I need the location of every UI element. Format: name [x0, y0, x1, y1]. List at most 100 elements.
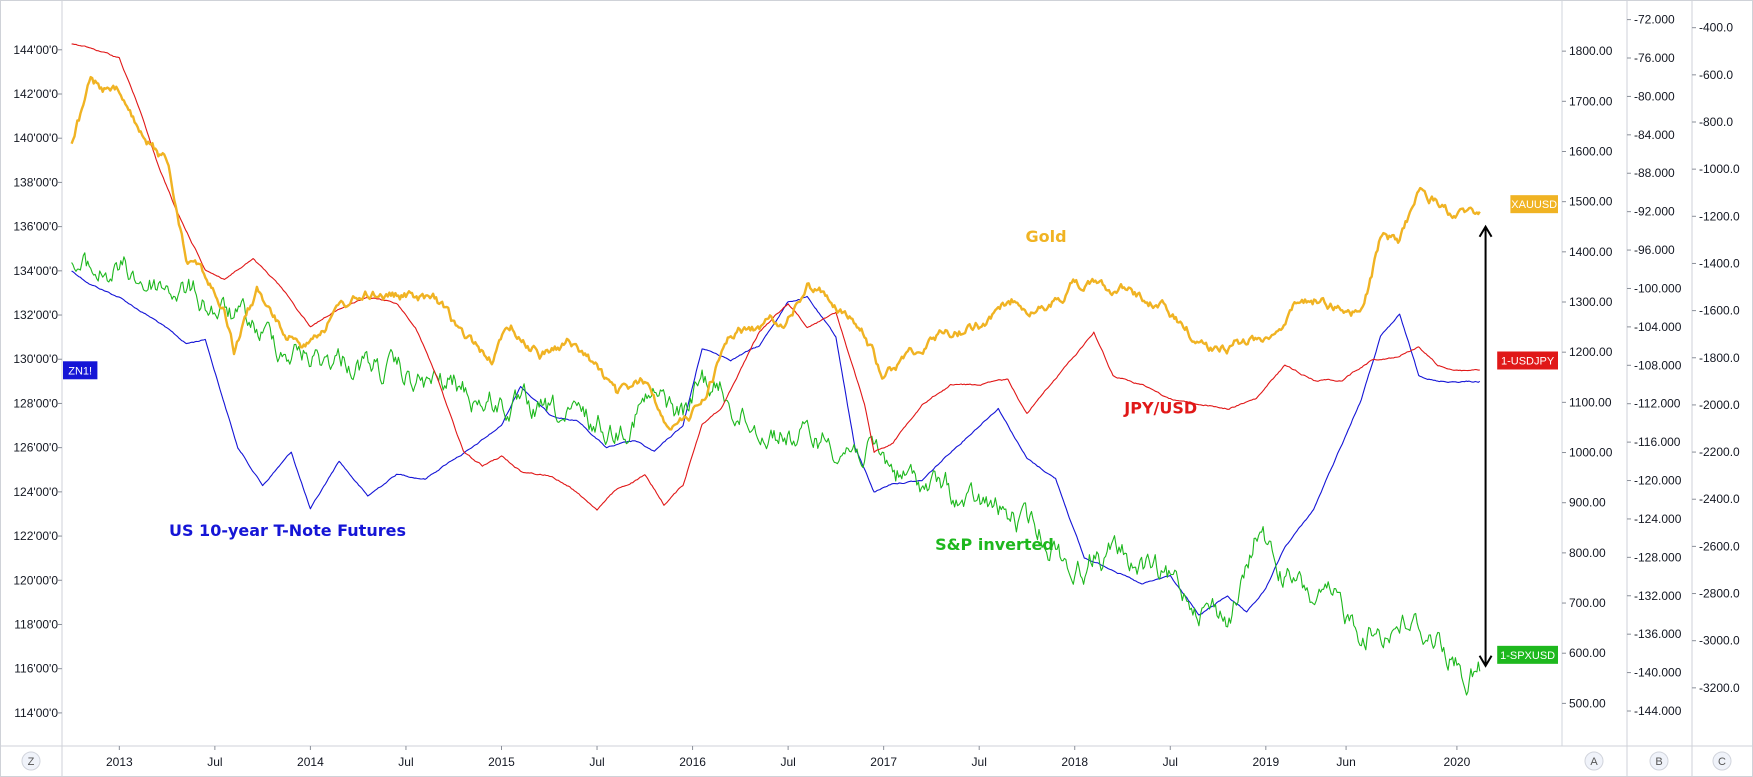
y-tick-label: 114'00'0: [14, 706, 58, 720]
y-tick-label: 500.00: [1569, 696, 1606, 710]
axis-toggle-z[interactable]: [21, 751, 41, 771]
y-tick-label: 1800.00: [1569, 44, 1613, 58]
price-badge-label: 1-USDJPY: [1501, 355, 1555, 367]
range-arrow-head-down: [1478, 655, 1493, 668]
price-badge: [1497, 351, 1558, 370]
y-tick-label: -1600.0: [1699, 304, 1740, 318]
y-tick-label: 1700.00: [1569, 94, 1613, 108]
y-tick-label: -112.000: [1634, 397, 1681, 411]
price-badge: [1497, 645, 1558, 664]
y-tick-label: 132'00'0: [13, 308, 58, 322]
axis-toggle-a[interactable]: [1584, 751, 1604, 771]
x-tick-label: Jul: [1163, 755, 1178, 769]
price-badge: [1510, 195, 1558, 214]
x-axis: 2013 Jul 2014 Jul 2015 Jul 2016 Jul 2017 Jul 2018 J…: [106, 746, 1471, 769]
series-line-1-spxusd: [71, 252, 1481, 696]
y-tick-label: -400.0: [1699, 21, 1733, 35]
series-line-xauusd: [70, 75, 1481, 431]
y-tick-label: 120'00'0: [13, 573, 58, 587]
annotations: US 10-year T-Note Futures Gold JPY/USD S&P …: [63, 195, 1558, 668]
y-tick-label: 140'00'0: [13, 131, 58, 145]
y-tick-label: 122'00'0: [13, 529, 58, 543]
price-scales[interactable]: 144'00'0 142'00'0 140'00'0 138'00'0 136'00'0…: [13, 13, 1740, 720]
y-tick-label: -120.000: [1634, 474, 1682, 488]
y-tick-label: -132.000: [1634, 589, 1682, 603]
y-tick-label: 1200.00: [1569, 345, 1613, 359]
axis-toggle-c[interactable]: [1712, 751, 1732, 771]
series-line-zn1!: [71, 270, 1481, 616]
y-tick-label: 136'00'0: [13, 220, 58, 234]
y-tick-label: 700.00: [1569, 596, 1606, 610]
y-tick-label: 134'00'0: [13, 264, 58, 278]
y-tick-label: -3000.0: [1699, 634, 1740, 648]
y-tick-label: -76.000: [1634, 51, 1675, 65]
y-tick-label: -2000.0: [1699, 398, 1740, 412]
x-tick-label: 2016: [679, 755, 706, 769]
x-tick-label: 2017: [870, 755, 897, 769]
series-annotation: Gold: [1026, 227, 1067, 246]
y-tick-label: 1400.00: [1569, 245, 1613, 259]
y-tick-label: -1200.0: [1699, 209, 1740, 223]
axis-toggle-label[interactable]: A: [1590, 756, 1598, 768]
y-tick-label: 130'00'0: [13, 352, 58, 366]
x-tick-label: 2013: [106, 755, 133, 769]
y-tick-label: -124.000: [1634, 512, 1682, 526]
y-tick-label: -92.000: [1634, 205, 1675, 219]
axis-toggle-label[interactable]: Z: [28, 756, 35, 768]
price-badge: [63, 361, 98, 380]
y-tick-label: 128'00'0: [13, 396, 58, 410]
x-tick-label: Jul: [972, 755, 987, 769]
plot-border: [61, 0, 1563, 747]
y-tick-label: 116'00'0: [14, 662, 58, 676]
y-tick-label: -1000.0: [1699, 162, 1740, 176]
x-tick-label: Jun: [1336, 755, 1355, 769]
y-tick-label: 1100.00: [1569, 395, 1612, 409]
y-tick-label: 142'00'0: [13, 87, 58, 101]
y-tick-label: 600.00: [1569, 646, 1606, 660]
series-annotation: JPY/USD: [1123, 398, 1197, 417]
x-tick-label: Jul: [780, 755, 795, 769]
axis-toggle-label[interactable]: B: [1655, 756, 1662, 768]
y-tick-label: 1000.00: [1569, 446, 1613, 460]
y-tick-label: 900.00: [1569, 496, 1606, 510]
x-tick-label: 2018: [1061, 755, 1088, 769]
x-tick-label: Jul: [207, 755, 222, 769]
x-tick-label: 2014: [297, 755, 324, 769]
x-tick-label: Jul: [589, 755, 604, 769]
y-tick-label: 124'00'0: [13, 485, 58, 499]
y-tick-label: -1800.0: [1699, 351, 1740, 365]
y-tick-label: -80.000: [1634, 89, 1675, 103]
y-tick-label: 138'00'0: [13, 175, 58, 189]
axis-toggle-b[interactable]: [1649, 751, 1669, 771]
price-badge-label: ZN1!: [68, 365, 92, 377]
y-tick-label: -800.0: [1699, 115, 1733, 129]
y-tick-label: -116.000: [1634, 435, 1681, 449]
x-tick-label: 2019: [1252, 755, 1279, 769]
plot-area[interactable]: [70, 43, 1481, 696]
y-tick-label: -3200.0: [1699, 681, 1740, 695]
y-tick-label: 144'00'0: [13, 43, 58, 57]
y-tick-label: -96.000: [1634, 243, 1675, 257]
y-tick-label: -88.000: [1634, 166, 1675, 180]
price-badge-label: 1-SPXUSD: [1500, 650, 1555, 662]
y-tick-label: -104.000: [1634, 320, 1682, 334]
axis-toggle-label[interactable]: C: [1718, 756, 1726, 768]
y-tick-label: -108.000: [1634, 358, 1682, 372]
y-tick-label: -72.000: [1634, 13, 1675, 27]
y-tick-label: -136.000: [1634, 627, 1682, 641]
y-tick-label: 1500.00: [1569, 195, 1613, 209]
y-tick-label: -128.000: [1634, 550, 1682, 564]
y-tick-label: -2200.0: [1699, 445, 1740, 459]
y-tick-label: 1300.00: [1569, 295, 1613, 309]
x-tick-label: Jul: [398, 755, 413, 769]
range-arrow-head-up: [1478, 224, 1493, 238]
series-annotation: US 10-year T-Note Futures: [169, 521, 406, 540]
y-tick-label: -600.0: [1699, 68, 1733, 82]
price-badge-label: XAUUSD: [1511, 199, 1557, 211]
y-tick-label: 1600.00: [1569, 144, 1613, 158]
series-line-1-usdjpy: [71, 43, 1480, 511]
y-tick-label: -2400.0: [1699, 492, 1740, 506]
